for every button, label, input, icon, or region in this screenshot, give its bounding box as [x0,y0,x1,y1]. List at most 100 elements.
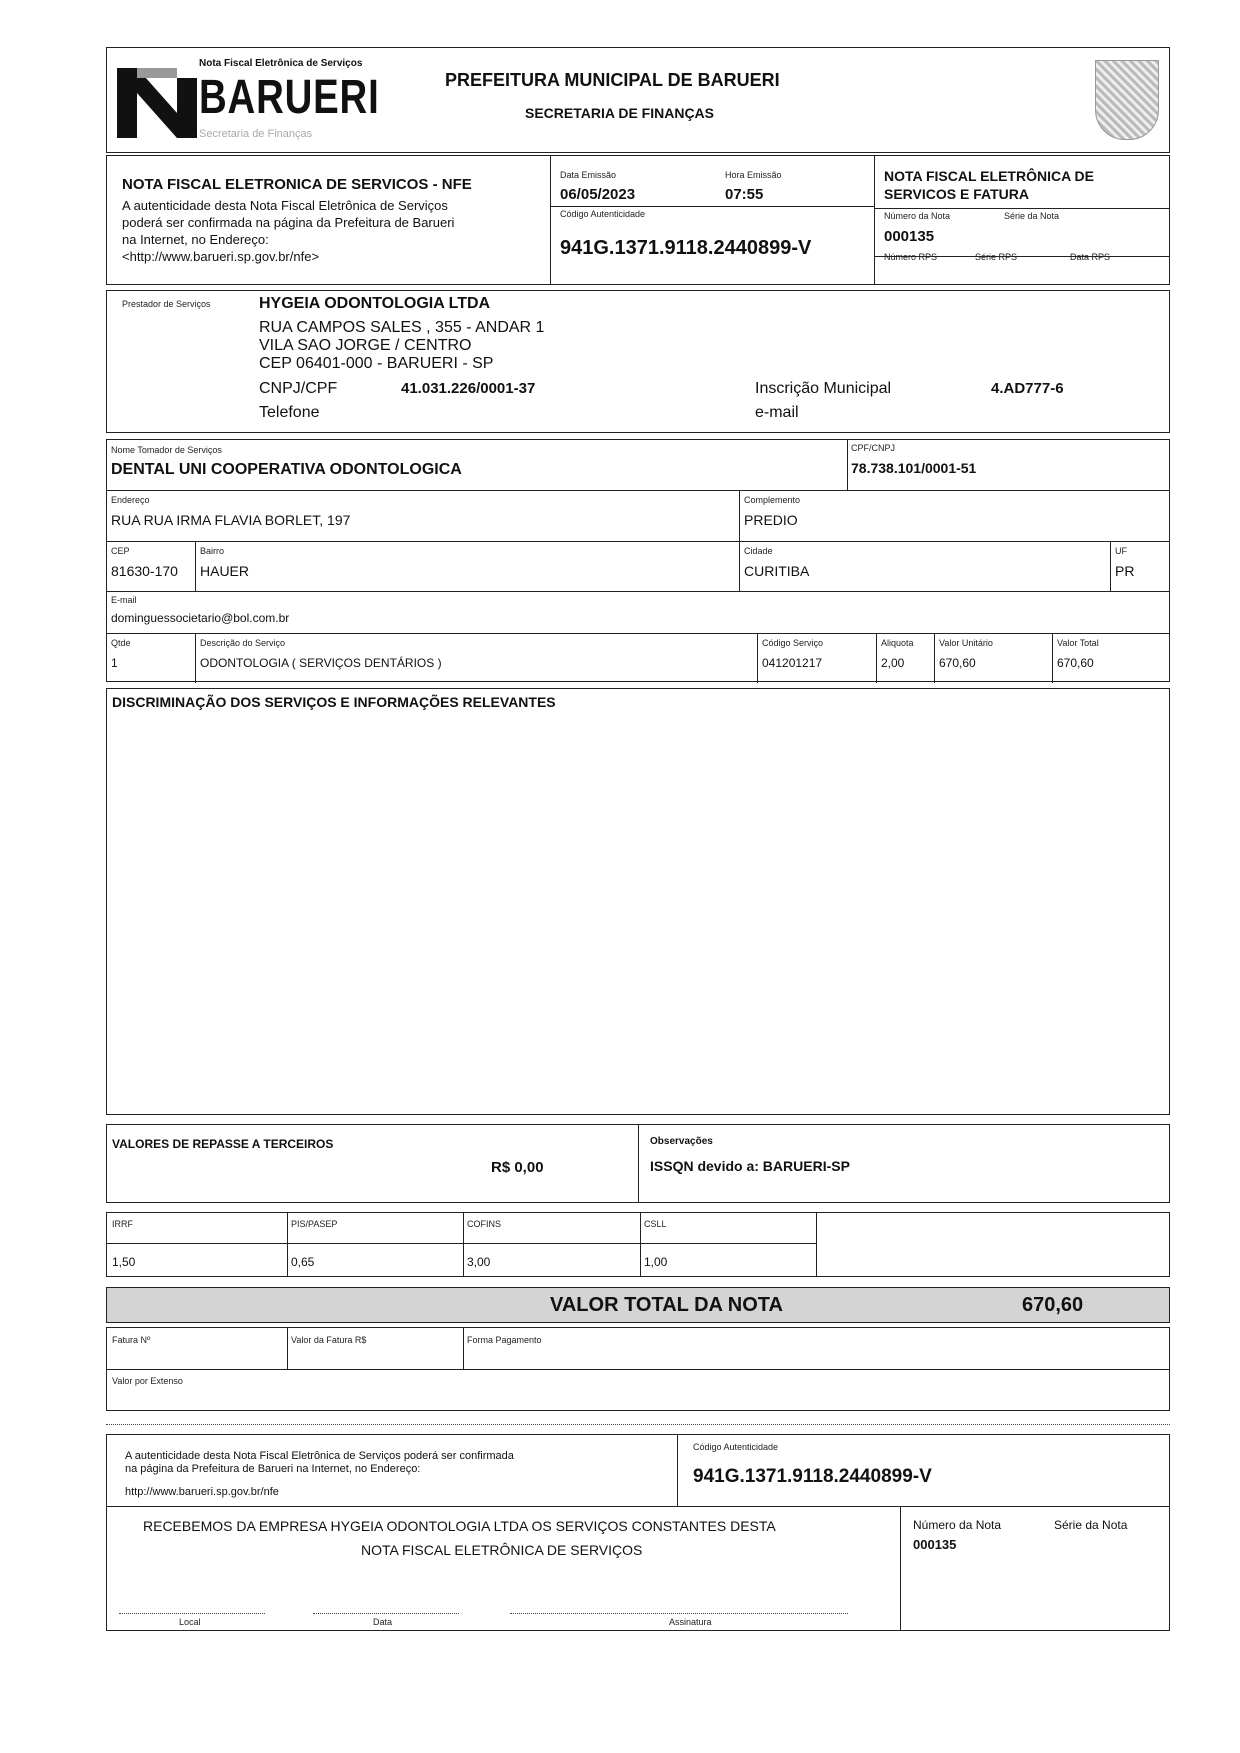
cidade-label: Cidade [744,546,773,556]
data-emissao: 06/05/2023 [560,186,636,203]
tomador-email: dominguessocietario@bol.com.br [111,611,290,625]
aliquota-label: Aliquota [881,638,914,648]
inscricao-municipal: 4.AD777-6 [991,380,1064,397]
hora-emissao-label: Hora Emissão [725,170,782,180]
logo-big: BARUERI [199,71,380,124]
tomador-nome: DENTAL UNI COOPERATIVA ODONTOLOGICA [111,461,462,478]
complemento-label: Complemento [744,495,801,505]
repasse-valor: R$ 0,00 [491,1159,544,1176]
discriminacao: DISCRIMINAÇÃO DOS SERVIÇOS E INFORMAÇÕES… [106,688,1170,1115]
repasse: VALORES DE REPASSE A TERCEIROS R$ 0,00 O… [106,1124,1170,1203]
prestador: Prestador de Serviços HYGEIA ODONTOLOGIA… [106,290,1170,433]
pis-label: PIS/PASEP [291,1219,338,1229]
valor-total-nota: VALOR TOTAL DA NOTA 670,60 [106,1287,1170,1323]
codigo-servico: 041201217 [762,656,823,670]
tomador-uf: PR [1115,563,1135,579]
nfe-info: NOTA FISCAL ELETRONICA DE SERVICOS - NFE… [106,155,1170,285]
numero-nota: 000135 [884,228,935,245]
cofins-label: COFINS [467,1219,502,1229]
canhoto-url: http://www.barueri.sp.gov.br/nfe [125,1486,279,1498]
descricao: ODONTOLOGIA ( SERVIÇOS DENTÁRIOS ) [200,656,442,670]
cpf-label: CPF/CNPJ [851,443,896,453]
valor-total-label: Valor Total [1057,638,1099,648]
valor-unitario: 670,60 [939,656,976,670]
fatura: Fatura Nº Valor da Fatura R$ Forma Pagam… [106,1327,1170,1411]
tomador-cidade: CURITIBA [744,563,810,579]
fatura-num-label: Fatura Nº [112,1335,151,1345]
discriminacao-title: DISCRIMINAÇÃO DOS SERVIÇOS E INFORMAÇÕES… [112,694,556,710]
prestador-cnpj: 41.031.226/0001-37 [401,380,536,397]
valor-total: 670,60 [1057,656,1094,670]
tomador-endereco: RUA RUA IRMA FLAVIA BORLET, 197 [111,512,351,528]
codigo-servico-label: Código Serviço [762,638,824,648]
prestador-nome: HYGEIA ODONTOLOGIA LTDA [259,295,491,312]
tomador-nome-label: Nome Tomador de Serviços [111,445,222,455]
data-rps-label: Data RPS [1070,252,1111,262]
tomador-bairro: HAUER [200,563,250,579]
nf-logo-icon [117,68,197,138]
numero-nota-label: Número da Nota [884,211,951,221]
csll: 1,00 [644,1255,668,1269]
valor-unitario-label: Valor Unitário [939,638,993,648]
data-label: Data [373,1617,393,1627]
recebemos-text: NOTA FISCAL ELETRÔNICA DE SERVIÇOS [361,1542,643,1558]
tomador: Nome Tomador de Serviços DENTAL UNI COOP… [106,439,1170,683]
assinatura-label: Assinatura [669,1617,712,1627]
nfe-text: poderá ser confirmada na página da Prefe… [122,215,455,230]
canhoto-numero: 000135 [913,1537,957,1552]
qtde: 1 [111,656,118,670]
nfe-text: na Internet, no Endereço: [122,232,269,247]
nf-fatura-title: NOTA FISCAL ELETRÔNICA DE [884,168,1094,184]
cep-label: CEP [111,546,130,556]
cofins: 3,00 [467,1255,491,1269]
im-label: Inscrição Municipal [755,380,892,397]
total-valor: 670,60 [1022,1294,1084,1316]
cnpj-label: CNPJ/CPF [259,380,338,397]
telefone-label: Telefone [259,404,320,421]
irrf-label: IRRF [112,1219,133,1229]
canhoto-numero-label: Número da Nota [913,1518,1002,1532]
recebemos-text: RECEBEMOS DA EMPRESA HYGEIA ODONTOLOGIA … [143,1518,776,1534]
serie-rps-label: Série RPS [975,252,1018,262]
coat-of-arms-icon [1095,60,1159,140]
nfe-text: A autenticidade desta Nota Fiscal Eletrô… [122,198,448,213]
descricao-label: Descrição do Serviço [200,638,286,648]
prestador-label: Prestador de Serviços [122,299,211,309]
prestador-endereco: CEP 06401-000 - BARUERI - SP [259,355,494,372]
local-label: Local [179,1617,201,1627]
tomador-complemento: PREDIO [744,512,798,528]
data-emissao-label: Data Emissão [560,170,617,180]
page-title: PREFEITURA MUNICIPAL DE BARUERI [445,70,780,90]
aliquota: 2,00 [881,656,905,670]
observacoes-label: Observações [650,1136,713,1147]
nfe-title: NOTA FISCAL ELETRONICA DE SERVICOS - NFE [122,176,472,193]
serie-nota-label: Série da Nota [1004,211,1060,221]
tomador-cpf: 78.738.101/0001-51 [851,460,977,476]
total-label: VALOR TOTAL DA NOTA [550,1294,783,1316]
numero-rps-label: Número RPS [884,252,938,262]
uf-label: UF [1115,546,1127,556]
csll-label: CSLL [644,1219,667,1229]
nfe-url: <http://www.barueri.sp.gov.br/nfe> [122,249,320,264]
endereco-label: Endereço [111,495,150,505]
logo-sub: Secretaria de Finanças [199,128,313,140]
prestador-endereco: VILA SAO JORGE / CENTRO [259,337,472,354]
repasse-title: VALORES DE REPASSE A TERCEIROS [112,1137,334,1151]
hora-emissao: 07:55 [725,186,764,203]
tributos: IRRF PIS/PASEP COFINS CSLL 1,50 0,65 3,0… [106,1212,1170,1277]
email-label: e-mail [755,404,799,421]
irrf: 1,50 [112,1255,136,1269]
canhoto-text: A autenticidade desta Nota Fiscal Eletrô… [125,1450,514,1462]
valor-fatura-label: Valor da Fatura R$ [291,1335,367,1345]
nf-fatura-title: SERVICOS E FATURA [884,186,1029,202]
canhoto-serie-label: Série da Nota [1054,1518,1128,1532]
bairro-label: Bairro [200,546,225,556]
canhoto-codigo-label: Código Autenticidade [693,1442,779,1452]
canhoto-codigo: 941G.1371.9118.2440899-V [693,1466,932,1487]
cut-line [106,1424,1170,1425]
logo-small: Nota Fiscal Eletrônica de Serviços [199,58,363,69]
pis: 0,65 [291,1255,315,1269]
nfe-logo: Nota Fiscal Eletrônica de Serviços BARUE… [117,56,379,146]
codigo-label: Código Autenticidade [560,209,646,219]
codigo-autenticidade: 941G.1371.9118.2440899-V [560,237,812,259]
